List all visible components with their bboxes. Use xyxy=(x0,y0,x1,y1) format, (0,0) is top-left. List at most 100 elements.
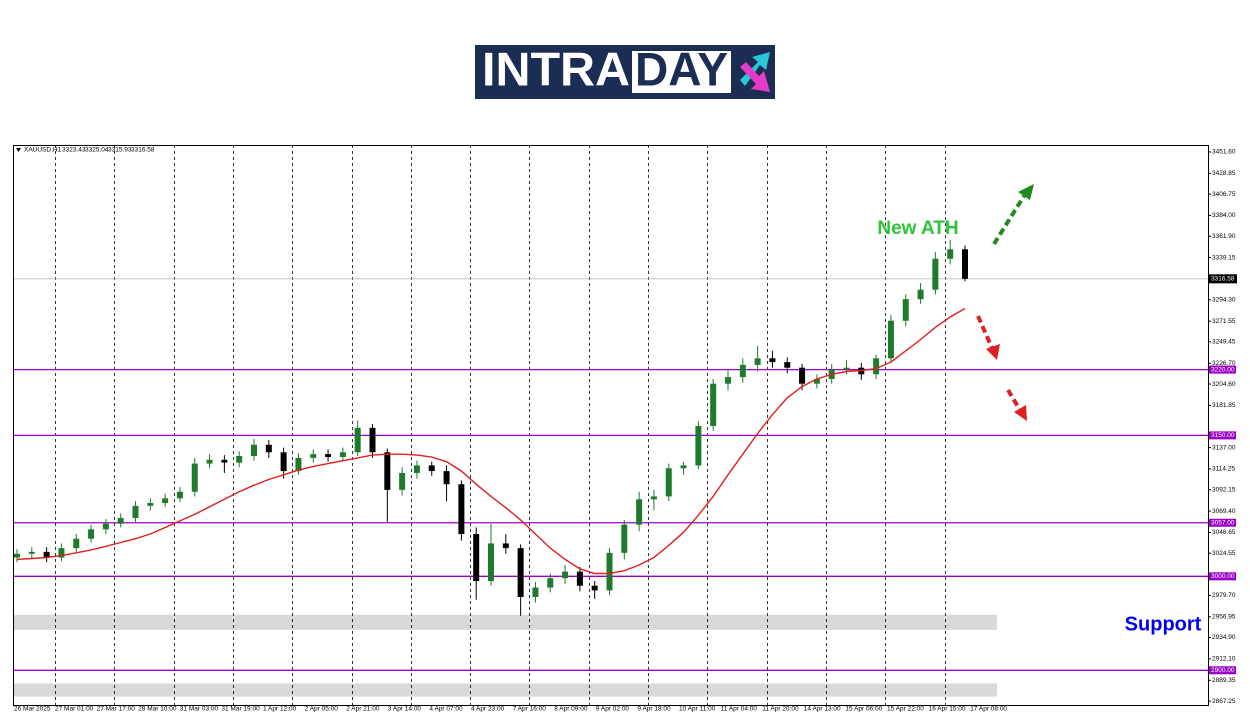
level-label: 3220.00 xyxy=(1211,366,1235,373)
y-tick-label: 3451.60 xyxy=(1212,149,1236,156)
level-label-box xyxy=(1209,518,1236,527)
candle-body xyxy=(458,484,465,535)
y-tick-label: 3024.55 xyxy=(1212,550,1236,557)
candle-body xyxy=(710,383,717,426)
x-tick-label: 11 Apr 04:00 xyxy=(721,706,758,713)
candle-body xyxy=(147,503,154,506)
candle-body xyxy=(754,358,761,365)
x-tick-label: 27 Mar 01:00 xyxy=(55,706,94,713)
logo-box xyxy=(632,51,731,93)
x-tick-label: 4 Apr 23:00 xyxy=(471,706,505,713)
candle-body xyxy=(725,377,731,384)
x-tick-label: 7 Apr 16:00 xyxy=(513,706,547,713)
candle-body xyxy=(576,571,583,586)
y-tick-label: 2889.35 xyxy=(1212,677,1236,684)
candle-body xyxy=(636,499,643,525)
y-tick-label: 3406.75 xyxy=(1212,191,1236,198)
x-tick-label: 17 Apr 08:00 xyxy=(970,706,1007,713)
y-tick-label: 3428.85 xyxy=(1212,170,1236,177)
x-tick-label: 27 Mar 17:00 xyxy=(97,706,136,713)
candle-body xyxy=(665,468,672,497)
y-tick-label: 2867.25 xyxy=(1212,698,1236,705)
y-tick-label: 3226.70 xyxy=(1212,360,1236,367)
y-tick-label: 2956.95 xyxy=(1212,613,1236,620)
header-value: 3316.58 xyxy=(131,147,155,154)
candle-body xyxy=(517,548,524,597)
x-tick-label: 2 Apr 05:00 xyxy=(305,706,339,713)
x-tick-label: 3 Apr 14:00 xyxy=(388,706,422,713)
y-tick-label: 3046.65 xyxy=(1212,529,1236,536)
candle-body xyxy=(206,459,213,464)
y-tick-label: 3384.00 xyxy=(1212,212,1236,219)
candle-body xyxy=(680,465,687,469)
logo-text: DAY xyxy=(635,42,728,95)
candle-body xyxy=(399,472,406,490)
x-tick-label: 16 Apr 15:00 xyxy=(929,706,966,713)
y-tick-label: 3137.00 xyxy=(1212,444,1236,451)
candle-body xyxy=(265,444,272,453)
candle-body xyxy=(917,289,924,300)
candle-body xyxy=(887,320,894,359)
candle-body xyxy=(117,518,124,524)
candle-body xyxy=(769,358,776,363)
candle-body xyxy=(784,362,791,368)
candle-body xyxy=(354,427,361,453)
candle-body xyxy=(28,551,35,554)
zone xyxy=(14,683,997,697)
candle-body xyxy=(384,452,391,490)
candle-body xyxy=(813,378,820,384)
candle-body xyxy=(176,491,183,499)
level-label-box xyxy=(1209,431,1236,440)
candle-body xyxy=(591,585,598,591)
candle-body xyxy=(443,471,450,485)
x-tick-label: 14 Apr 13:00 xyxy=(804,706,841,713)
annotation: Support xyxy=(1125,613,1202,635)
candle-body xyxy=(799,367,806,384)
logo-arrow xyxy=(740,62,770,92)
x-tick-label: 26 Mar 2025 xyxy=(14,706,51,713)
candle-body xyxy=(14,553,20,558)
x-tick-label: 2 Apr 21:00 xyxy=(346,706,380,713)
y-tick-label: 3069.40 xyxy=(1212,508,1236,515)
candle-body xyxy=(488,543,494,582)
x-tick-label: 15 Apr 22:00 xyxy=(887,706,924,713)
level-label-box xyxy=(1209,365,1236,374)
y-tick-label: 3339.15 xyxy=(1212,254,1236,261)
candle-body xyxy=(162,498,169,504)
plot xyxy=(13,145,1208,706)
x-tick-label: 11 Apr 20:00 xyxy=(762,706,799,713)
arrow-head xyxy=(986,344,1000,360)
level-label: 2900.00 xyxy=(1211,667,1235,674)
level-label: 3000.00 xyxy=(1211,573,1235,580)
x-tick-label: 8 Apr 09:00 xyxy=(554,706,588,713)
candle-body xyxy=(191,463,198,492)
arrow-up xyxy=(992,194,1026,246)
level-label-box xyxy=(1209,572,1236,581)
current-price-box xyxy=(1209,274,1237,284)
level-label: 3150.00 xyxy=(1211,432,1235,439)
y-tick-label: 3294.30 xyxy=(1212,296,1236,303)
x-tick-label: 28 Mar 10:00 xyxy=(138,706,177,713)
candle-body xyxy=(221,459,228,463)
x-tick-label: 9 Apr 18:00 xyxy=(637,706,671,713)
x-tick-label: 10 Apr 11:00 xyxy=(679,706,716,713)
current-price-label: 3316.58 xyxy=(1211,276,1235,283)
header-value: 3325.04 xyxy=(85,147,109,154)
arrows xyxy=(976,184,1034,421)
zone xyxy=(14,614,997,630)
candle-body xyxy=(413,465,420,473)
y-tick-label: 2912.10 xyxy=(1212,656,1236,663)
candle-body xyxy=(310,454,317,458)
candle-body xyxy=(873,358,880,375)
moving-average xyxy=(16,307,966,575)
candle-body xyxy=(650,496,657,500)
level-label-box xyxy=(1209,666,1236,675)
menu-icon xyxy=(16,148,21,152)
candle-body xyxy=(606,552,613,591)
candle-body xyxy=(695,425,702,466)
candle-body xyxy=(73,538,80,549)
candle-body xyxy=(932,258,939,290)
plot-frame xyxy=(13,145,1209,706)
candle-body xyxy=(428,465,435,472)
